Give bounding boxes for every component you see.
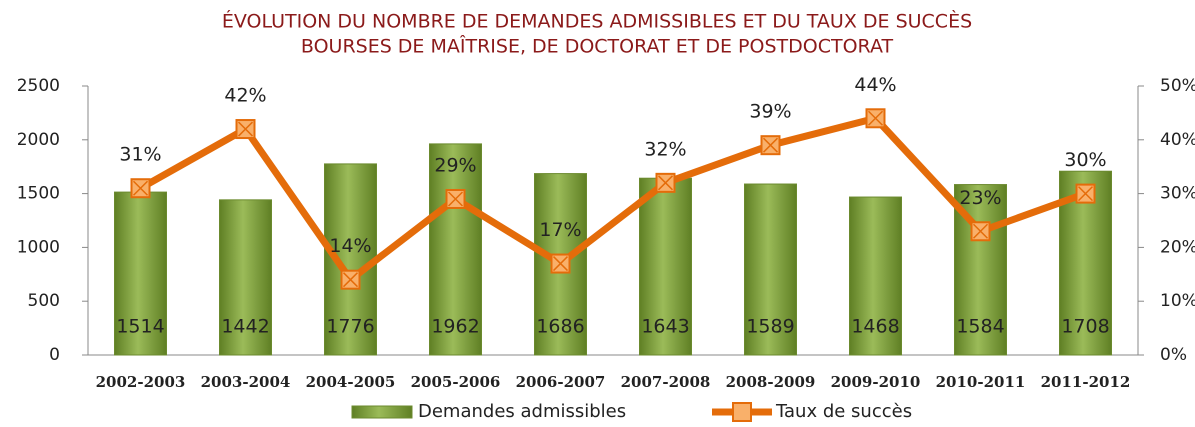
marker-cross bbox=[237, 121, 254, 137]
legend-label: Taux de succès bbox=[775, 401, 912, 422]
chart-title: ÉVOLUTION DU NOMBRE DE DEMANDES ADMISSIB… bbox=[222, 10, 972, 33]
x-tick-label: 2004-2005 bbox=[306, 373, 396, 391]
y-tick-label: 1000 bbox=[17, 237, 60, 257]
y-tick-label: 0 bbox=[49, 345, 60, 365]
bar-value-label: 1708 bbox=[1061, 316, 1109, 338]
chart-title: BOURSES DE MAÎTRISE, DE DOCTORAT ET DE P… bbox=[301, 35, 894, 58]
x-tick-label: 2011-2012 bbox=[1041, 373, 1131, 391]
bar-value-label: 1584 bbox=[956, 316, 1004, 338]
marker-cross bbox=[552, 256, 569, 272]
line-value-label: 29% bbox=[434, 154, 476, 176]
bar-value-label: 1442 bbox=[221, 316, 269, 338]
marker-cross bbox=[132, 180, 149, 196]
bar bbox=[849, 196, 902, 356]
line-value-label: 44% bbox=[854, 74, 896, 96]
y2-tick-label: 10% bbox=[1160, 291, 1195, 311]
x-tick-label: 2006-2007 bbox=[516, 373, 606, 391]
bar bbox=[639, 177, 692, 356]
legend-swatch bbox=[351, 405, 413, 419]
marker-cross bbox=[972, 223, 989, 239]
bar-value-label: 1962 bbox=[431, 316, 479, 338]
line-value-label: 23% bbox=[959, 187, 1001, 209]
line-value-label: 17% bbox=[539, 219, 581, 241]
x-tick-label: 2005-2006 bbox=[411, 373, 501, 391]
marker-cross bbox=[342, 272, 359, 288]
bar bbox=[744, 183, 797, 356]
marker-cross bbox=[447, 191, 464, 207]
marker-cross bbox=[867, 110, 884, 126]
marker-cross bbox=[1077, 186, 1094, 202]
y2-tick-label: 40% bbox=[1160, 130, 1195, 150]
marker-cross bbox=[762, 137, 779, 153]
line-value-label: 42% bbox=[224, 85, 266, 107]
x-tick-label: 2003-2004 bbox=[201, 373, 291, 391]
x-tick-label: 2008-2009 bbox=[726, 373, 816, 391]
x-tick-label: 2009-2010 bbox=[831, 373, 921, 391]
bar bbox=[219, 199, 272, 356]
line-value-label: 32% bbox=[644, 138, 686, 160]
y-tick-label: 2000 bbox=[17, 130, 60, 150]
bar-value-label: 1686 bbox=[536, 316, 584, 338]
y2-tick-label: 30% bbox=[1160, 184, 1195, 204]
x-tick-label: 2010-2011 bbox=[936, 373, 1026, 391]
y-tick-label: 2500 bbox=[17, 76, 60, 96]
y2-tick-label: 50% bbox=[1160, 76, 1195, 96]
y2-tick-label: 20% bbox=[1160, 237, 1195, 257]
bar-value-label: 1643 bbox=[641, 316, 689, 338]
marker-cross bbox=[657, 175, 674, 191]
bar bbox=[429, 143, 482, 356]
line-value-label: 14% bbox=[329, 235, 371, 257]
line-value-label: 31% bbox=[119, 144, 161, 166]
line-value-label: 30% bbox=[1064, 149, 1106, 171]
line-value-label: 39% bbox=[749, 101, 791, 123]
legend-label: Demandes admissibles bbox=[418, 401, 626, 422]
bar-value-label: 1468 bbox=[851, 316, 899, 338]
bar bbox=[114, 191, 167, 356]
x-tick-label: 2002-2003 bbox=[96, 373, 186, 391]
y-tick-label: 500 bbox=[28, 291, 60, 311]
line bbox=[138, 114, 1087, 284]
legend-marker bbox=[732, 402, 752, 422]
bar-value-label: 1514 bbox=[116, 316, 164, 338]
y-tick-label: 1500 bbox=[17, 184, 60, 204]
x-tick-label: 2007-2008 bbox=[621, 373, 711, 391]
y2-tick-label: 0% bbox=[1160, 345, 1187, 365]
bar-value-label: 1589 bbox=[746, 316, 794, 338]
bar-value-label: 1776 bbox=[326, 316, 374, 338]
